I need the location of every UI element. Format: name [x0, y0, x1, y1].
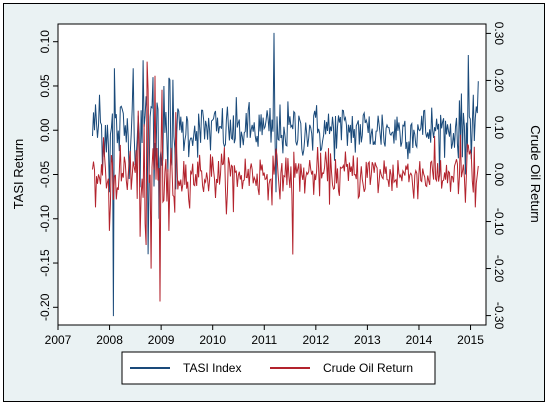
- series-line-tasi: [92, 32, 479, 317]
- left-tick-label: 0.05: [38, 74, 52, 98]
- x-tick-label: 2014: [406, 333, 433, 347]
- x-tick-label: 2012: [302, 333, 329, 347]
- right-tick-label: 0.00: [492, 163, 506, 187]
- series-layer: [92, 32, 479, 317]
- x-tick-label: 2009: [148, 333, 175, 347]
- x-tick-label: 2008: [96, 333, 123, 347]
- right-tick-label: -0.30: [492, 302, 506, 330]
- x-tick-label: 2007: [45, 333, 72, 347]
- right-axis-title: Crude Oil Return: [528, 125, 543, 223]
- right-tick-label: 0.20: [492, 69, 506, 93]
- left-axis-title: TASI Return: [11, 139, 26, 210]
- x-tick-label: 2015: [457, 333, 484, 347]
- left-tick-label: 0.10: [38, 30, 52, 54]
- chart-frame: 2007 2008 2009 2010 2011 2012 2013 2014 2015 -0.2…: [3, 3, 545, 402]
- x-tick-label: 2013: [354, 333, 381, 347]
- legend: TASI Index Crude Oil Return: [121, 351, 436, 385]
- series-line-oil: [92, 61, 479, 302]
- legend-label-oil: Crude Oil Return: [323, 361, 413, 375]
- x-tick-label: 2011: [251, 333, 277, 347]
- axes-layer: 2007 2008 2009 2010 2011 2012 2013 2014 2015 -0.2…: [38, 22, 506, 347]
- right-tick-label: -0.10: [492, 208, 506, 236]
- right-tick-label: -0.20: [492, 255, 506, 283]
- left-tick-label: -0.05: [38, 161, 52, 189]
- left-tick-label: -0.10: [38, 205, 52, 233]
- left-tick-label: -0.20: [38, 293, 52, 321]
- left-tick-label: -0.15: [38, 249, 52, 277]
- legend-label-tasi: TASI Index: [183, 361, 241, 375]
- left-tick-label: 0.00: [38, 118, 52, 142]
- right-tick-label: 0.10: [492, 116, 506, 140]
- right-tick-label: 0.30: [492, 22, 506, 46]
- x-tick-label: 2010: [199, 333, 226, 347]
- line-chart: 2007 2008 2009 2010 2011 2012 2013 2014 2015 -0.2…: [11, 22, 543, 385]
